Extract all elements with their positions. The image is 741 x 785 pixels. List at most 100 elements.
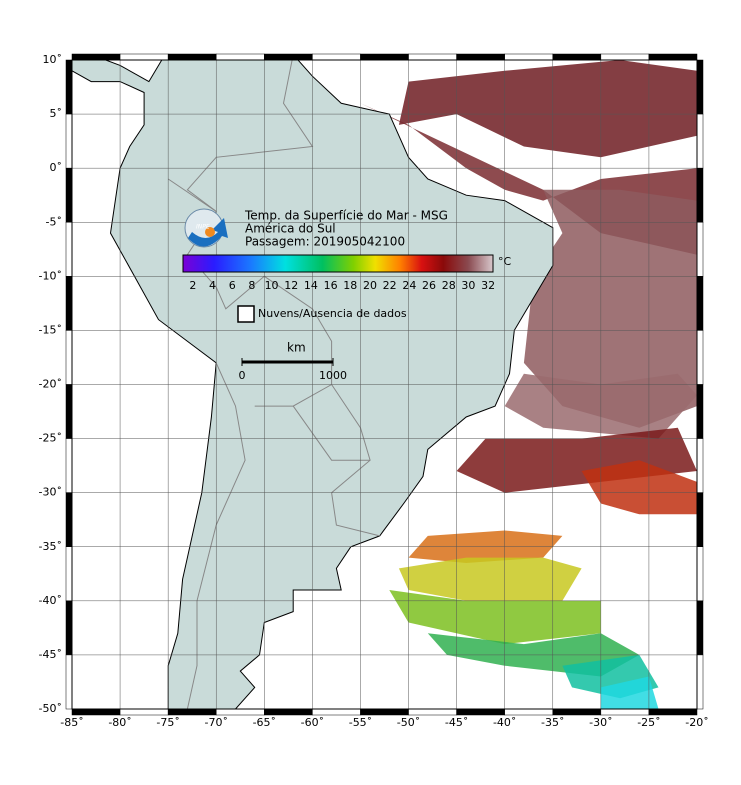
- frame-bar: [696, 276, 704, 331]
- scale-label: 1000: [319, 369, 347, 382]
- frame-bar: [408, 708, 457, 716]
- sst-patch: [600, 676, 659, 709]
- lat-tick-label: -35˚: [39, 540, 62, 553]
- colorbar-tick-label: 30: [461, 279, 475, 292]
- frame-bar: [65, 438, 73, 493]
- frame-bar: [696, 384, 704, 439]
- frame-bar: [360, 708, 409, 716]
- colorbar-unit: °C: [498, 255, 512, 268]
- scale-label: 0: [239, 369, 246, 382]
- frame-bar: [65, 330, 73, 385]
- colorbar-tick-label: 2: [189, 279, 196, 292]
- lon-tick-label: -20˚: [685, 716, 708, 729]
- frame-bar: [600, 53, 650, 61]
- frame-bar: [360, 53, 409, 61]
- lat-tick-label: 10˚: [43, 53, 63, 66]
- frame-bar: [696, 492, 704, 547]
- frame-bar: [408, 53, 457, 61]
- frame-bar: [696, 546, 704, 602]
- colorbar-tick-label: 8: [248, 279, 255, 292]
- lat-tick-label: 5˚: [50, 107, 63, 120]
- lon-tick-label: -65˚: [253, 716, 276, 729]
- frame-bar: [65, 113, 73, 169]
- cloud-swatch: [237, 305, 255, 323]
- frame-bar: [696, 438, 704, 493]
- frame-bar: [215, 53, 265, 61]
- frame-bar: [65, 167, 73, 223]
- title: Temp. da Superfície do Mar - MSG: [244, 209, 448, 223]
- lon-tick-label: -50˚: [397, 716, 420, 729]
- scale-unit: km: [287, 341, 306, 355]
- lat-tick-label: -30˚: [39, 486, 62, 499]
- frame-bar: [65, 492, 73, 547]
- region: América do Sul: [245, 222, 336, 236]
- sst-patch: [523, 189, 697, 428]
- frame-bar: [65, 276, 73, 331]
- lon-tick-label: -35˚: [541, 716, 564, 729]
- frame-bar: [167, 708, 217, 716]
- colorbar-tick-label: 20: [363, 279, 377, 292]
- lon-tick-label: -70˚: [204, 716, 227, 729]
- frame-bar: [456, 708, 505, 716]
- colorbar: [182, 254, 494, 273]
- frame-bar: [71, 53, 121, 61]
- logo-sun: [205, 227, 215, 237]
- lat-tick-label: -50˚: [39, 702, 62, 715]
- frame-bar: [312, 708, 361, 716]
- colorbar-tick-label: 14: [304, 279, 318, 292]
- frame-bar: [264, 708, 313, 716]
- colorbar-tick-label: 12: [284, 279, 298, 292]
- frame-bar: [215, 708, 265, 716]
- lon-tick-label: -80˚: [108, 716, 131, 729]
- lat-tick-label: -10˚: [39, 269, 62, 282]
- colorbar-tick-label: 24: [402, 279, 416, 292]
- frame-bar: [696, 600, 704, 656]
- colorbar-tick-label: 10: [265, 279, 279, 292]
- lon-tick-label: -45˚: [445, 716, 468, 729]
- legend: INPE Temp. da Superfície do Mar - MSG Am…: [182, 208, 512, 382]
- frame-bar: [65, 222, 73, 277]
- frame-bar: [71, 708, 121, 716]
- lat-tick-label: -45˚: [39, 648, 62, 661]
- colorbar-tick-label: 18: [343, 279, 357, 292]
- sst-patch: [581, 460, 697, 515]
- sst-patch: [389, 590, 601, 645]
- colorbar-tick-label: 4: [209, 279, 216, 292]
- border: [331, 384, 380, 537]
- lat-tick-label: -20˚: [39, 378, 62, 391]
- lat-tick-label: -15˚: [39, 323, 62, 336]
- frame-bar: [65, 654, 73, 710]
- frame-bar: [696, 167, 704, 223]
- frame-bar: [600, 708, 650, 716]
- frame-bar: [696, 654, 704, 710]
- lon-tick-label: -25˚: [637, 716, 660, 729]
- frame-bar: [504, 53, 554, 61]
- colorbar-tick-label: 22: [383, 279, 397, 292]
- frame-bar: [312, 53, 361, 61]
- frame: [71, 59, 698, 710]
- frame-bar: [504, 708, 554, 716]
- frame-bar: [65, 600, 73, 656]
- frame-bar: [65, 546, 73, 602]
- frame-bar: [552, 708, 602, 716]
- lat-tick-label: -25˚: [39, 432, 62, 445]
- border: [292, 405, 371, 461]
- colorbar-tick-label: 26: [422, 279, 436, 292]
- frame-bar: [696, 59, 704, 115]
- frame-bar: [696, 113, 704, 169]
- logo-text: INPE: [196, 224, 210, 231]
- lon-tick-label: -60˚: [301, 716, 324, 729]
- colorbar-tick-label: 28: [442, 279, 456, 292]
- sst-patch: [398, 60, 697, 158]
- lon-tick-label: -85˚: [60, 716, 83, 729]
- lat-tick-label: -5˚: [46, 215, 62, 228]
- frame-bar: [65, 384, 73, 439]
- cloud-legend: Nuvens/Ausencia de dados: [258, 307, 407, 320]
- lon-tick-label: -75˚: [156, 716, 179, 729]
- lat-tick-label: -40˚: [39, 594, 62, 607]
- logo-arrow: [188, 218, 228, 247]
- frame-bar: [65, 59, 73, 115]
- lon-tick-label: -30˚: [589, 716, 612, 729]
- frame-bar: [456, 53, 505, 61]
